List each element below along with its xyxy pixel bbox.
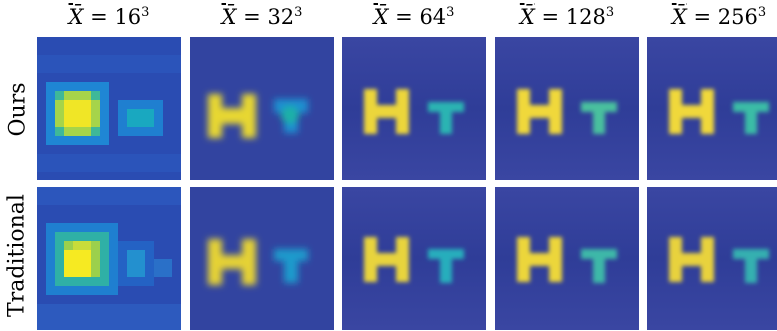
column-title-128: X̄ = 1283: [519, 5, 615, 29]
panel-traditional-256: [647, 187, 777, 330]
panel-ours-16: [37, 37, 181, 180]
column-title-256: X̄ = 2563: [671, 5, 767, 29]
panel-ours-32: [190, 37, 334, 180]
column-title-32: X̄ = 323: [221, 5, 303, 29]
row-label-traditional: Traditional: [4, 194, 30, 317]
panel-traditional-64: [342, 187, 486, 330]
panel-traditional-16: [37, 187, 181, 330]
panel-ours-256: [647, 37, 777, 180]
panel-ours-128: [495, 37, 639, 180]
panel-traditional-128: [495, 187, 639, 330]
panel-traditional-32: [190, 187, 334, 330]
column-title-64: X̄ = 643: [373, 5, 455, 29]
row-label-ours: Ours: [5, 82, 31, 137]
panel-ours-64: [342, 37, 486, 180]
column-title-16: X̄ = 163: [68, 5, 150, 29]
